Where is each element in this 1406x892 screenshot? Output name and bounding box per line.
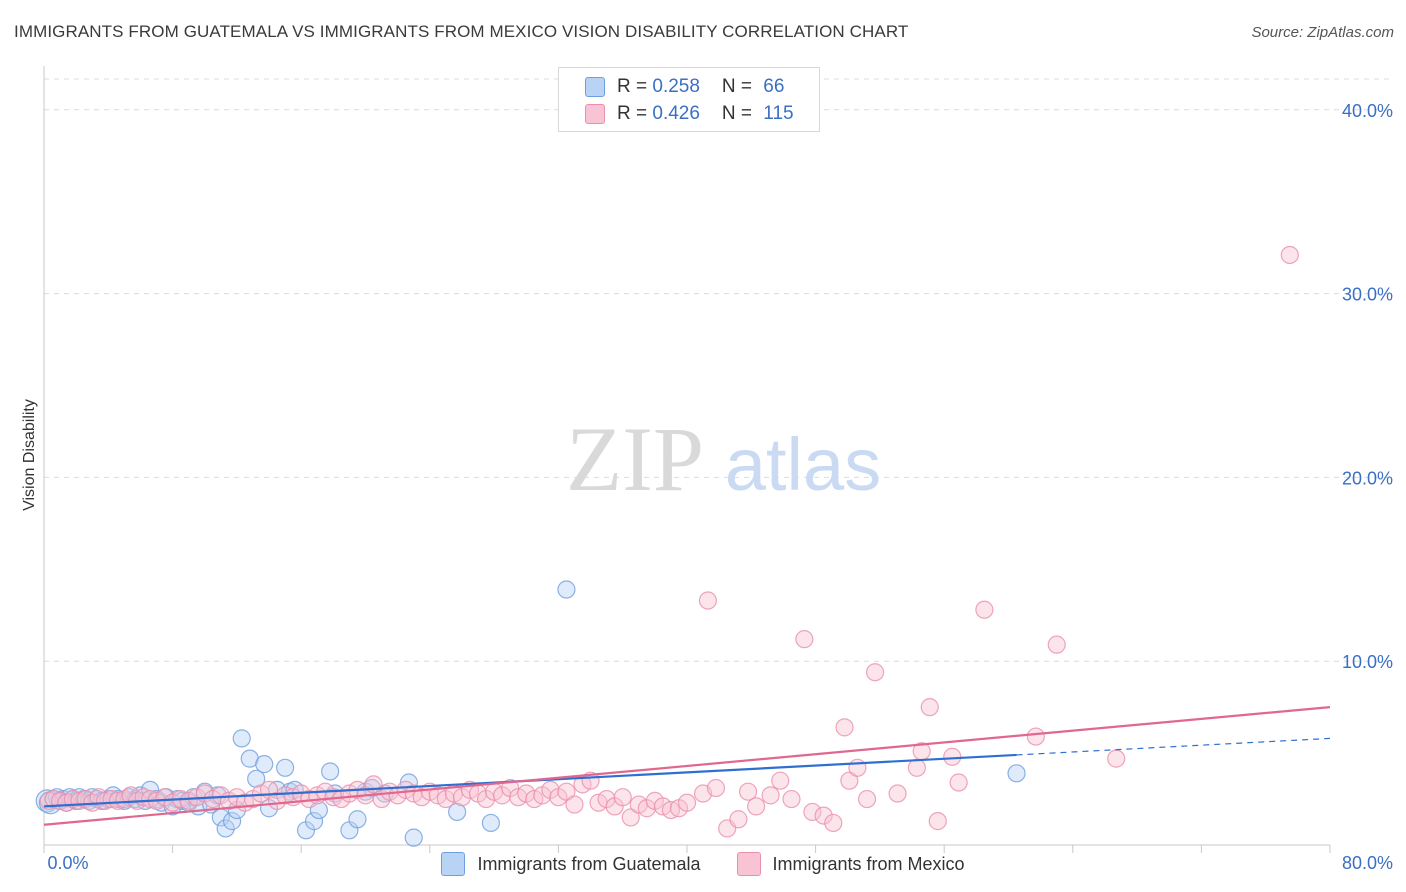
guatemala-legend-swatch xyxy=(441,852,466,876)
guatemala-point xyxy=(321,762,340,781)
mexico-point xyxy=(761,786,780,805)
mexico-point xyxy=(621,808,640,827)
r-label: R = xyxy=(617,103,653,124)
mexico-point xyxy=(1280,245,1299,265)
trend-lines xyxy=(43,706,1331,826)
mexico-point xyxy=(1026,727,1045,746)
mexico-point xyxy=(63,789,83,809)
source-label: Source: ZipAtlas.com xyxy=(1251,24,1394,41)
mexico-point xyxy=(613,788,632,807)
mexico-point xyxy=(865,663,885,682)
mexico-point xyxy=(928,812,947,831)
mexico-point xyxy=(140,789,160,809)
guatemala-legend-label: Immigrants from Guatemala xyxy=(477,853,701,874)
guatemala-point xyxy=(481,813,500,833)
mexico-point xyxy=(840,771,859,790)
mexico-point xyxy=(888,784,907,803)
guatemala-n-value: 66 xyxy=(763,76,785,97)
mexico-point xyxy=(920,698,939,717)
n-label: N = xyxy=(721,76,758,97)
r-label: R = xyxy=(617,76,653,97)
guatemala-point xyxy=(276,758,295,777)
mexico-trend-line xyxy=(43,706,1331,826)
tick-labels: 10.0% 20.0% 30.0% 40.0% 0.0% 80.0% xyxy=(47,101,1393,873)
mexico-r-value: 0.426 xyxy=(652,103,700,124)
mexico-point xyxy=(677,793,697,812)
legend-item-guatemala: Immigrants from Guatemala xyxy=(441,852,701,876)
mexico-point xyxy=(738,782,758,801)
mexico-point xyxy=(803,802,822,822)
mexico-point xyxy=(848,758,867,777)
y-tick-label: 30.0% xyxy=(1342,285,1393,305)
y-tick-label: 20.0% xyxy=(1342,468,1393,488)
axes xyxy=(43,66,1331,853)
mexico-point xyxy=(824,813,843,833)
guatemala-point xyxy=(255,755,274,774)
mexico-point xyxy=(747,797,766,816)
watermark-atlas: atlas xyxy=(725,423,881,506)
guatemala-point xyxy=(140,780,160,799)
mexico-point xyxy=(835,718,854,737)
mexico-point xyxy=(857,789,877,809)
guatemala-point xyxy=(557,580,576,599)
mexico-point xyxy=(698,591,717,610)
correlation-legend: R = 0.258 N = 66 R = 0.426 N = 115 xyxy=(558,67,820,132)
legend-item-mexico: Immigrants from Mexico xyxy=(736,852,965,876)
x-tick-label-min: 0.0% xyxy=(47,853,88,873)
mexico-n-value: 115 xyxy=(763,103,794,124)
mexico-point xyxy=(1047,635,1066,654)
guatemala-point xyxy=(448,802,467,822)
guatemala-r-value: 0.258 xyxy=(652,76,700,97)
guatemala-point xyxy=(232,729,251,748)
mexico-point xyxy=(1107,749,1126,768)
guatemala-point xyxy=(1007,764,1026,783)
guatemala-point xyxy=(404,828,423,847)
mexico-point xyxy=(95,791,115,810)
mexico-point xyxy=(814,806,833,825)
mexico-point xyxy=(795,630,814,649)
x-tick-label-max: 80.0% xyxy=(1342,853,1393,873)
legend-row-guatemala: R = 0.258 N = 66 xyxy=(585,74,784,100)
grid-lines xyxy=(44,78,1394,662)
mexico-legend-swatch xyxy=(736,852,761,876)
mexico-point xyxy=(706,778,726,798)
guatemala-point xyxy=(216,819,235,838)
watermark: ZIP atlas xyxy=(566,408,881,510)
mexico-point xyxy=(949,773,968,792)
series-legend: Immigrants from Guatemala Immigrants fro… xyxy=(0,852,1406,876)
guatemala-trend-extension xyxy=(1016,737,1331,756)
mexico-point xyxy=(907,758,926,777)
chart-title: IMMIGRANTS FROM GUATEMALA VS IMMIGRANTS … xyxy=(14,22,909,41)
guatemala-point xyxy=(348,810,367,829)
mexico-point xyxy=(782,789,801,809)
mexico-point xyxy=(565,795,584,814)
mexico-legend-label: Immigrants from Mexico xyxy=(772,853,965,874)
guatemala-point xyxy=(247,769,266,788)
y-tick-label: 10.0% xyxy=(1342,652,1393,672)
mexico-point xyxy=(975,600,994,619)
guatemala-point xyxy=(304,812,324,831)
legend-row-mexico: R = 0.426 N = 115 xyxy=(585,101,794,127)
mexico-point xyxy=(557,782,576,801)
data-points xyxy=(35,245,1299,847)
watermark-zip: ZIP xyxy=(566,408,704,510)
guatemala-swatch xyxy=(585,77,605,97)
mexico-point xyxy=(729,810,748,829)
mexico-swatch xyxy=(585,104,605,124)
guatemala-point xyxy=(222,812,242,831)
y-tick-label: 40.0% xyxy=(1342,101,1393,121)
mexico-point xyxy=(771,771,790,790)
mexico-point xyxy=(943,747,962,766)
n-label: N = xyxy=(721,103,758,124)
